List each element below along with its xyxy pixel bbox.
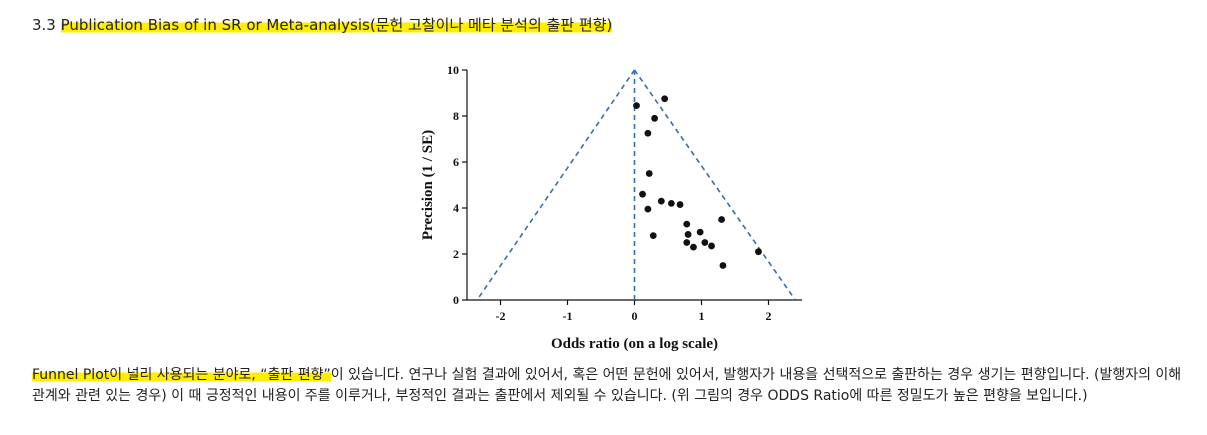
data-point — [661, 95, 669, 103]
x-axis-title: Odds ratio (on a log scale) — [551, 336, 718, 352]
funnel-plot-chart: 0 2 4 6 8 10 -2 -1 0 1 2 Odds ratio (on a log scale… — [412, 56, 816, 356]
data-point — [719, 262, 727, 269]
data-point — [701, 239, 709, 246]
x-tick-label: -1 — [563, 309, 573, 323]
data-point — [683, 239, 691, 246]
y-tick-label: 8 — [453, 109, 459, 123]
section-heading: 3.3 Publication Bias of in SR or Meta-an… — [32, 14, 613, 36]
data-point — [708, 242, 715, 250]
data-point — [651, 114, 658, 122]
funnel-right-line — [633, 69, 796, 301]
data-points — [633, 95, 762, 269]
x-tick-label: 2 — [766, 309, 772, 323]
data-point — [755, 248, 762, 256]
chart-axes — [462, 69, 802, 305]
paragraph-text: 이 있습니다. 연구나 실험 결과에 있어서, 혹은 어떤 문헌에 있어서, 발… — [32, 367, 1182, 404]
y-tick-label: 6 — [453, 155, 459, 169]
y-tick-label: 4 — [453, 201, 459, 215]
y-axis-title: Precision (1 / SE) — [420, 130, 436, 240]
data-point — [676, 201, 684, 208]
funnel-left-line — [476, 69, 636, 301]
data-point — [633, 102, 640, 110]
paragraph-highlight: Funnel Plot이 널리 사용되는 분야로, “출판 편향” — [32, 367, 331, 383]
data-point — [639, 190, 646, 198]
x-tick-label: 1 — [699, 309, 705, 323]
y-tick-label: 10 — [447, 63, 459, 77]
funnel-plot-figure: 0 2 4 6 8 10 -2 -1 0 1 2 Odds ratio (on a log scale… — [412, 56, 816, 356]
section-number: 3.3 — [32, 16, 61, 34]
data-point — [667, 200, 675, 207]
data-point — [683, 220, 691, 228]
body-paragraph: Funnel Plot이 널리 사용되는 분야로, “출판 편향”이 있습니다.… — [32, 365, 1192, 407]
data-point — [684, 231, 692, 238]
x-tick-label: 0 — [632, 309, 638, 323]
data-point — [645, 170, 653, 177]
y-tick-label: 0 — [453, 293, 459, 307]
data-point — [696, 228, 704, 236]
data-point — [644, 129, 652, 137]
data-point — [690, 243, 697, 251]
data-point — [718, 216, 725, 223]
x-tick-label: -2 — [496, 309, 506, 323]
y-tick-label: 2 — [453, 247, 459, 261]
axis-labels: 0 2 4 6 8 10 -2 -1 0 1 2 Odds ratio (on a log scale… — [420, 63, 772, 352]
data-point — [644, 205, 652, 213]
data-point — [649, 232, 657, 240]
data-point — [657, 197, 665, 205]
chart-background — [412, 56, 816, 356]
section-title: Publication Bias of in SR or Meta-analys… — [60, 16, 613, 34]
